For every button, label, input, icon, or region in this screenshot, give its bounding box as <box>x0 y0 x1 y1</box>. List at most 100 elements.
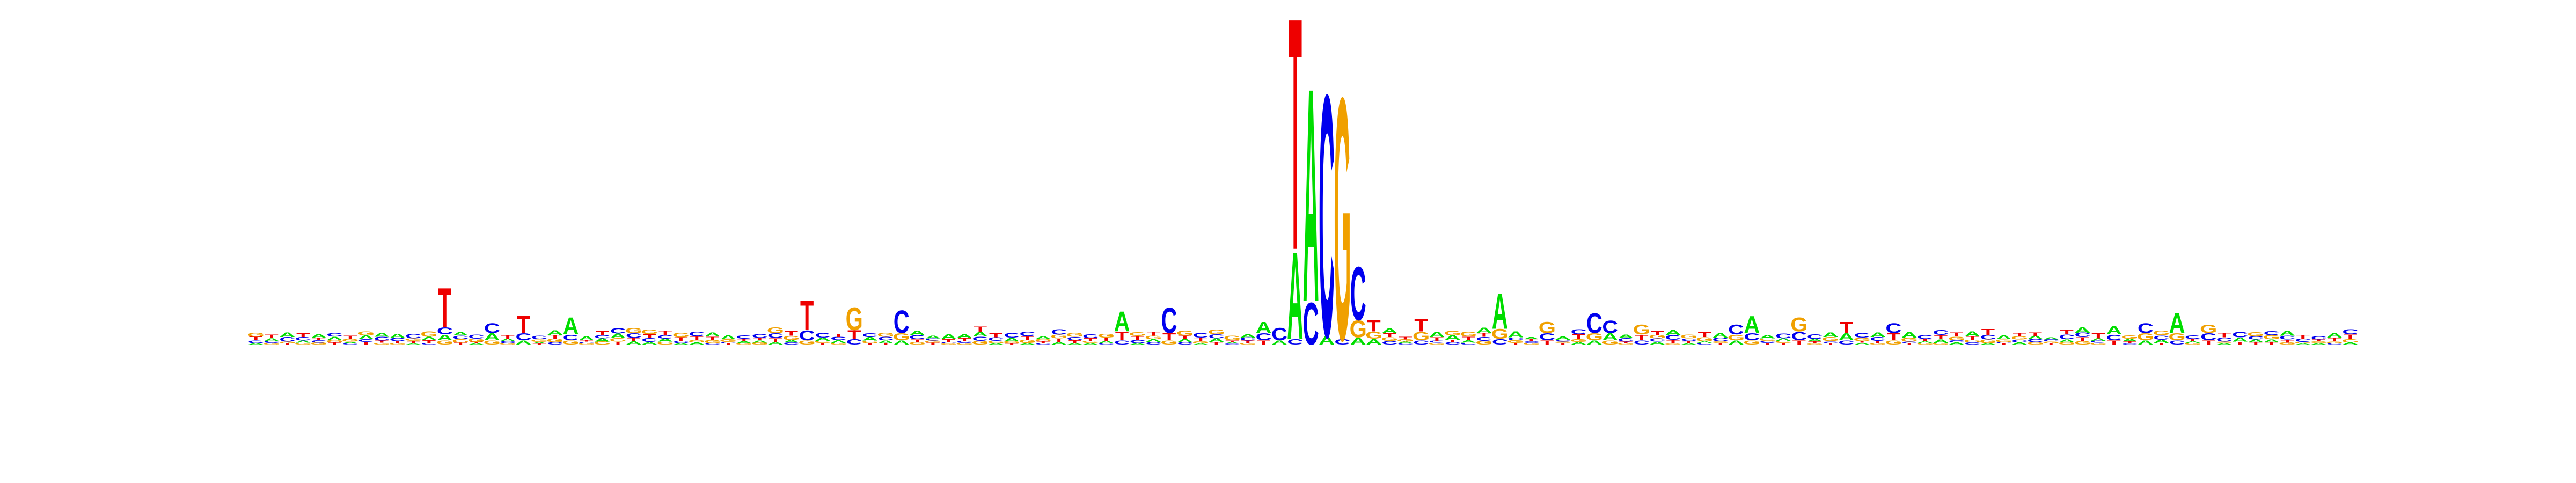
logo-letter-c-pos-31: C <box>736 335 752 340</box>
logo-letter-t-pos-26: T <box>658 330 672 337</box>
logo-letter-t-pos-114: T <box>2044 343 2058 345</box>
logo-letter-t-pos-96: T <box>1761 342 1774 345</box>
logo-letter-g-pos-98: G <box>1790 313 1807 336</box>
logo-letter-c-pos-103: C <box>1870 336 1886 342</box>
logo-letter-t-pos-92: T <box>1698 331 1712 339</box>
logo-letter-t-pos-113: T <box>2029 332 2043 337</box>
logo-letter-g-pos-10: G <box>405 338 422 342</box>
logo-letter-g-pos-14: G <box>467 338 485 343</box>
logo-letter-c-pos-36: C <box>815 332 831 339</box>
logo-letter-c-pos-3: C <box>295 336 311 342</box>
logo-letter-c-pos-55: C <box>1114 339 1130 346</box>
logo-letter-t-pos-17: T <box>517 312 530 339</box>
logo-letter-c-pos-90: C <box>1665 334 1681 341</box>
logo-letter-g-pos-105: G <box>1901 337 1918 343</box>
logo-letter-c-pos-45: C <box>956 340 972 344</box>
logo-letter-t-pos-89: T <box>1651 330 1665 336</box>
logo-letter-g-pos-87: G <box>1617 343 1634 345</box>
logo-letter-a-pos-110: A <box>1980 343 1996 345</box>
logo-letter-c-pos-89: C <box>1649 338 1665 342</box>
logo-letter-c-pos-114: C <box>2043 339 2059 342</box>
logo-letter-t-pos-2: T <box>281 343 294 345</box>
logo-letter-c-pos-32: C <box>752 333 768 339</box>
logo-letter-c-pos-113: C <box>2028 339 2044 343</box>
logo-letter-g-pos-115: G <box>2058 341 2075 345</box>
logo-letter-a-pos-99: A <box>1807 339 1823 342</box>
logo-letter-g-pos-89: G <box>1649 334 1666 339</box>
logo-letter-a-pos-7: A <box>358 335 374 340</box>
logo-letter-t-pos-81: T <box>1525 339 1538 342</box>
logo-letter-a-pos-92: A <box>1696 341 1713 343</box>
logo-letter-c-pos-110: C <box>1980 334 1996 341</box>
logo-letter-g-pos-50: G <box>1035 339 1052 342</box>
logo-letter-c-pos-96: C <box>1760 340 1776 343</box>
logo-letter-c-pos-57: C <box>1145 341 1161 345</box>
logo-letter-a-pos-56: A <box>1130 343 1146 345</box>
logo-columns: ACTGGCATTGCAGACTGCTATGACCAGTTCAGGTCAGTCA… <box>247 0 2359 412</box>
logo-letter-a-pos-114: A <box>2043 337 2059 340</box>
logo-letter-c-pos-51: C <box>1051 327 1067 336</box>
logo-letter-c-pos-118: C <box>2106 333 2122 342</box>
logo-letter-t-pos-106: T <box>1918 339 1931 342</box>
logo-letter-g-pos-128: G <box>2263 334 2280 341</box>
logo-letter-g-pos-74: G <box>1413 330 1430 343</box>
logo-letter-a-pos-6: A <box>342 341 358 343</box>
logo-letter-t-pos-54: T <box>1100 337 1113 342</box>
logo-letter-c-pos-126: C <box>2232 330 2248 339</box>
logo-letter-t-pos-110: T <box>1981 327 1995 336</box>
logo-letter-a-pos-52: A <box>1067 342 1083 345</box>
logo-letter-a-pos-47: A <box>988 343 1004 345</box>
logo-letter-t-pos-53: T <box>1084 338 1097 342</box>
logo-letter-t-pos-8: T <box>375 340 389 343</box>
logo-letter-c-pos-100: C <box>1823 341 1839 343</box>
logo-letter-g-pos-15: G <box>484 339 501 346</box>
logo-letter-c-pos-82: C <box>1539 331 1555 342</box>
logo-letter-c-pos-111: C <box>1996 342 2012 344</box>
logo-letter-t-pos-119: T <box>2123 341 2136 344</box>
logo-letter-c-pos-112: C <box>2011 339 2028 343</box>
logo-letter-c-pos-125: C <box>2216 336 2233 343</box>
logo-letter-a-pos-28: A <box>689 342 705 346</box>
logo-letter-t-pos-3: T <box>296 332 310 338</box>
logo-letter-t-pos-76: T <box>1446 339 1459 343</box>
logo-letter-c-pos-50: C <box>1035 343 1051 345</box>
logo-letter-t-pos-130: T <box>2296 334 2310 340</box>
logo-letter-g-pos-42: G <box>909 342 926 346</box>
logo-letter-t-pos-66: T <box>1289 0 1302 319</box>
logo-letter-t-pos-33: T <box>769 337 782 343</box>
logo-letter-t-pos-18: T <box>532 343 546 345</box>
logo-letter-c-pos-27: C <box>673 340 689 344</box>
logo-letter-g-pos-75: G <box>1428 342 1445 345</box>
logo-letter-a-pos-59: A <box>1177 338 1193 343</box>
logo-letter-a-pos-14: A <box>469 343 485 345</box>
logo-letter-c-pos-130: C <box>2295 338 2311 343</box>
logo-letter-t-pos-125: T <box>2218 332 2231 339</box>
logo-letter-t-pos-13: T <box>453 342 467 346</box>
logo-letter-a-pos-120: A <box>2138 339 2154 346</box>
logo-letter-t-pos-49: T <box>1021 335 1035 341</box>
logo-letter-g-pos-110: G <box>1979 339 1996 345</box>
logo-letter-a-pos-4: A <box>311 333 327 339</box>
logo-letter-a-pos-132: A <box>2326 332 2343 339</box>
logo-letter-g-pos-80: G <box>1507 340 1524 344</box>
logo-letter-t-pos-23: T <box>611 341 625 346</box>
logo-letter-g-pos-53: G <box>1082 340 1099 343</box>
logo-letter-a-pos-57: A <box>1145 339 1161 343</box>
logo-letter-a-pos-122: A <box>2169 308 2185 340</box>
logo-letter-g-pos-82: G <box>1539 318 1556 336</box>
logo-letter-c-pos-56: C <box>1130 339 1146 345</box>
logo-letter-a-pos-102: A <box>1854 342 1870 345</box>
logo-letter-t-pos-100: T <box>1824 343 1837 345</box>
logo-letter-t-pos-43: T <box>926 342 940 346</box>
logo-letter-g-pos-31: G <box>735 343 752 345</box>
logo-letter-g-pos-85: G <box>1586 331 1603 342</box>
logo-letter-t-pos-55: T <box>1115 330 1129 343</box>
logo-letter-t-pos-105: T <box>1902 343 1916 345</box>
logo-letter-t-pos-38: T <box>847 328 861 342</box>
logo-letter-a-pos-97: A <box>1775 338 1791 341</box>
logo-letter-a-pos-0: A <box>248 343 264 345</box>
logo-letter-t-pos-112: T <box>2012 332 2026 338</box>
logo-letter-a-pos-111: A <box>1996 334 2012 340</box>
logo-letter-c-pos-108: C <box>1949 340 1965 343</box>
